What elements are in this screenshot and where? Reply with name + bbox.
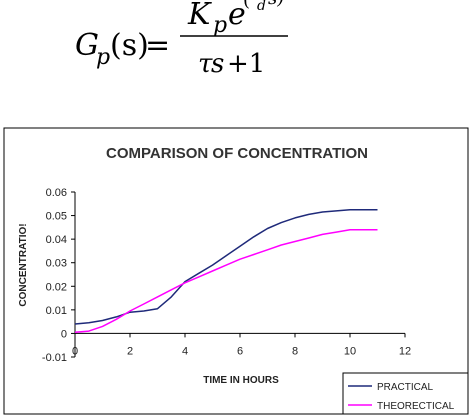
x-axis-label: TIME IN HOURS [203, 375, 279, 386]
formula-g-arg: (s) [110, 28, 149, 63]
chart-area-border [3, 127, 469, 415]
formula-exp-sub: d [257, 0, 266, 14]
formula-e: e [228, 0, 246, 32]
formula-k: K [187, 0, 212, 32]
y-axis-ticks: -0.01 0 0.01 0.02 0.03 0.04 0.05 0.06 [42, 187, 75, 364]
legend-box [342, 372, 469, 415]
x-tick-label: 4 [182, 345, 188, 357]
formula-plus-one: +1 [227, 49, 265, 79]
legend: PRACTICAL THEORECTICAL [342, 372, 469, 415]
series-lines [74, 208, 378, 334]
formula-exp-paren: ( [243, 0, 250, 11]
formula-den-s: s [211, 49, 224, 79]
formula-k-sub: p [213, 13, 227, 38]
chart-title: COMPARISON OF CONCENTRATION [106, 145, 368, 162]
x-tick-label: 6 [237, 345, 243, 357]
y-tick-label: 0.04 [46, 234, 67, 246]
x-tick-label: 2 [127, 345, 133, 357]
y-tick-label: 0.02 [46, 281, 67, 293]
formula-exp-s: s) [268, 0, 284, 9]
transfer-function-formula: G p (s) = K p e ( d s) τ s +1 [0, 0, 474, 90]
legend-label-theorectical: THEORECTICAL [377, 401, 455, 412]
y-tick-label: 0.01 [46, 305, 67, 317]
y-axis-label: CONCENTRATIO! [18, 223, 29, 306]
y-tick-label: 0.03 [46, 258, 67, 270]
formula-equals: = [145, 28, 170, 63]
y-tick-label: 0.05 [46, 211, 67, 223]
x-tick-label: 12 [399, 345, 411, 357]
formula-svg: G p (s) = K p e ( d s) τ s +1 [75, 0, 288, 79]
legend-label-practical: PRACTICAL [377, 382, 434, 393]
series-line-theorectical [74, 228, 378, 334]
y-tick-label: 0 [61, 328, 67, 340]
formula-g-sub: p [96, 45, 110, 70]
formula-g: G [75, 28, 99, 63]
formula-tau: τ [198, 49, 213, 79]
x-tick-label: 8 [292, 345, 298, 357]
x-tick-label: 10 [344, 345, 356, 357]
y-tick-label: 0.06 [46, 187, 67, 199]
y-tick-label: -0.01 [42, 352, 67, 364]
